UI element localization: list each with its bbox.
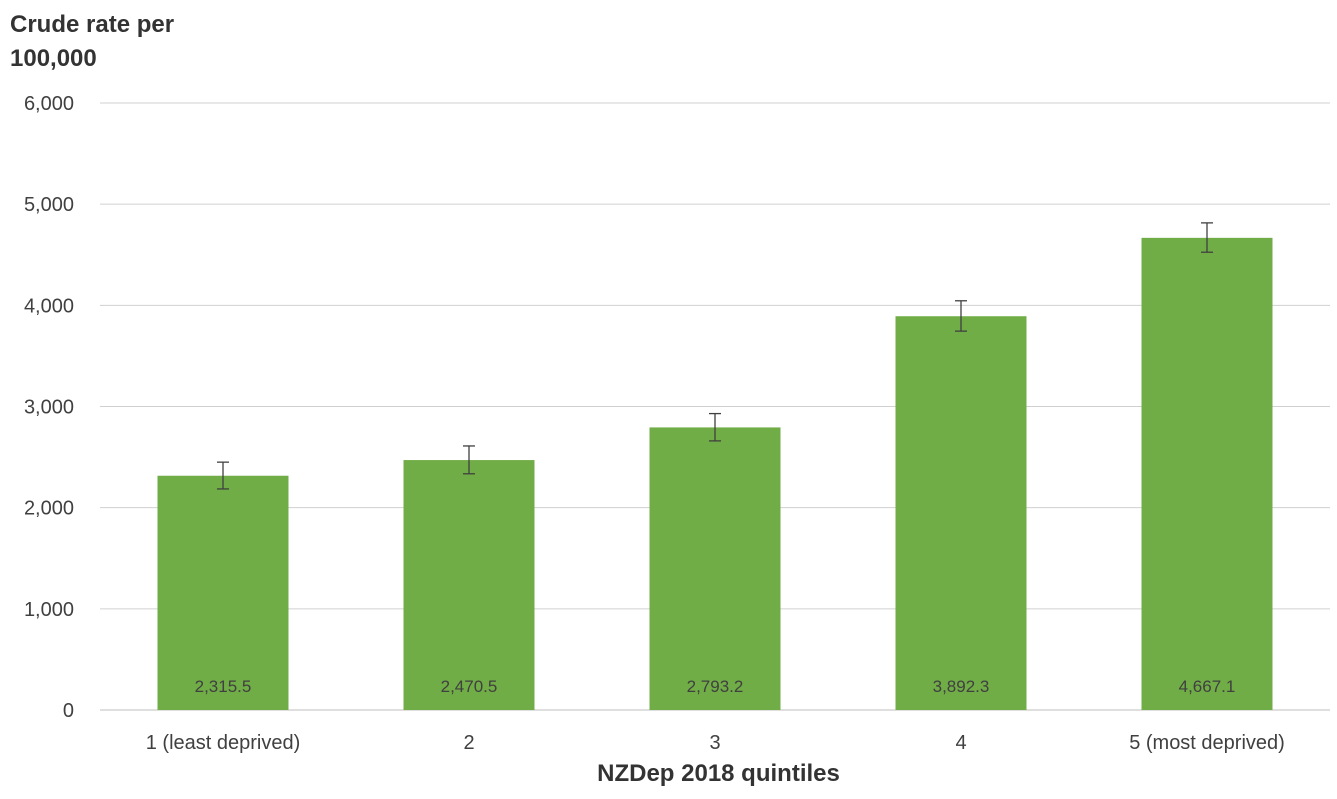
data-label: 4,667.1 xyxy=(1179,677,1236,696)
y-tick-label: 0 xyxy=(63,700,74,722)
data-label: 3,892.3 xyxy=(933,677,990,696)
bar xyxy=(158,476,289,710)
x-tick-label: 5 (most deprived) xyxy=(1129,732,1285,754)
x-tick-label: 2 xyxy=(463,732,474,754)
y-tick-label: 5,000 xyxy=(24,194,74,216)
y-tick-label: 3,000 xyxy=(24,397,74,419)
y-tick-label: 4,000 xyxy=(24,295,74,317)
bar xyxy=(896,316,1027,710)
x-axis-title: NZDep 2018 quintiles xyxy=(0,760,1337,788)
data-label: 2,315.5 xyxy=(195,677,252,696)
x-tick-label: 1 (least deprived) xyxy=(146,732,301,754)
y-tick-label: 1,000 xyxy=(24,599,74,621)
y-tick-label: 2,000 xyxy=(24,498,74,520)
bar xyxy=(650,427,781,710)
data-label: 2,793.2 xyxy=(687,677,744,696)
bar xyxy=(404,460,535,710)
y-tick-label: 6,000 xyxy=(24,93,74,115)
x-tick-label: 3 xyxy=(709,732,720,754)
data-label: 2,470.5 xyxy=(441,677,498,696)
x-tick-label: 4 xyxy=(955,732,966,754)
bar xyxy=(1142,238,1273,710)
